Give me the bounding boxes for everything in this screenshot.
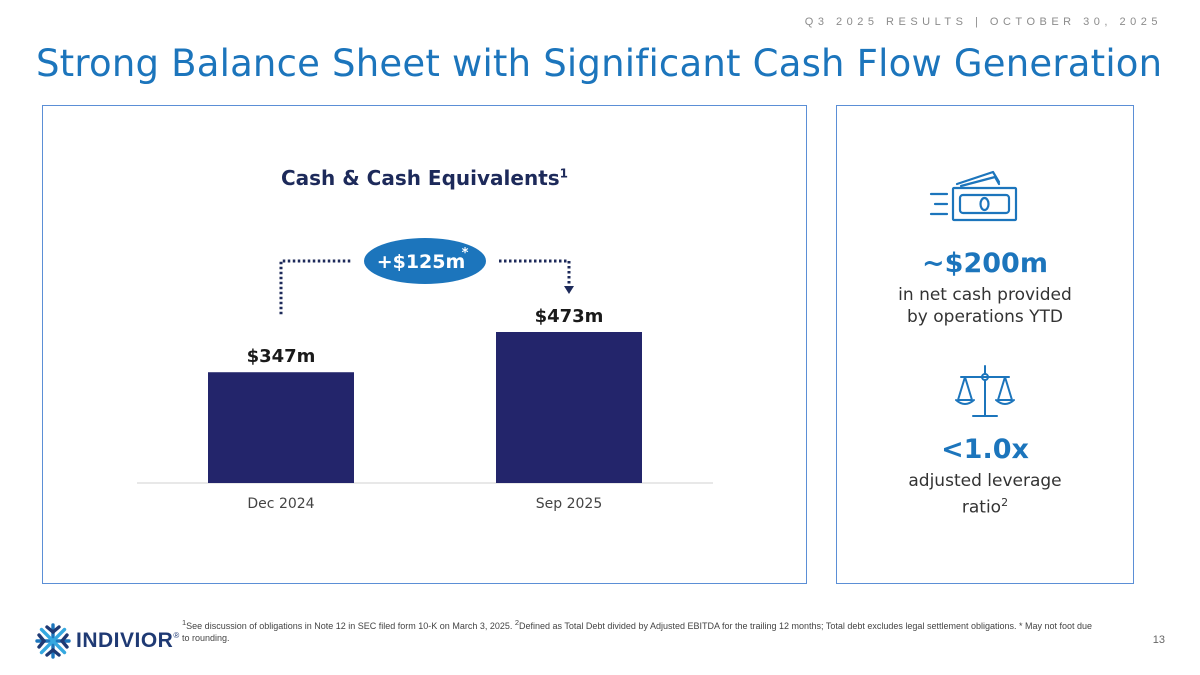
annotation-connector-right (499, 259, 571, 286)
x-tick-label-0: Dec 2024 (247, 496, 314, 512)
change-badge-label: +$125m (377, 251, 466, 273)
stat-leverage-desc: adjusted leverage ratio2 (908, 471, 1062, 518)
footnote: 1See discussion of obligations in Note 1… (182, 618, 1093, 643)
stat-leverage-value: <1.0x (941, 434, 1029, 465)
annotation-connector-left (279, 259, 351, 315)
data-label-0: $347m (247, 346, 316, 367)
header-tag: Q3 2025 RESULTS | OCTOBER 30, 2025 (804, 16, 1162, 28)
bar-chart: $347m Dec 2024 $473m Sep 2025 +$125m* (137, 238, 713, 512)
chart-title: Cash & Cash Equivalents1 (280, 166, 569, 190)
stat-net-cash-desc: in net cash provided by operations YTD (898, 285, 1072, 327)
bar-0 (208, 372, 354, 483)
side-panel: ~$200m in net cash provided by operation… (836, 105, 1134, 584)
page-number: 13 (1152, 634, 1165, 646)
stat-net-cash-value: ~$200m (922, 248, 1048, 279)
logo-mark-icon (35, 623, 71, 659)
x-tick-label-1: Sep 2025 (536, 496, 602, 512)
change-badge (364, 238, 486, 284)
indivior-logo: INDIVIOR ® (34, 622, 179, 660)
cash-icon (929, 170, 1018, 222)
annotation-arrowhead (564, 286, 574, 294)
data-label-1: $473m (535, 306, 604, 327)
change-badge-superscript: * (462, 246, 469, 261)
chart-panel: Cash & Cash Equivalents1 $347m Dec 2024 $4… (42, 105, 807, 584)
scales-icon (955, 365, 1015, 417)
page-title: Strong Balance Sheet with Significant Ca… (36, 42, 1163, 85)
bar-1 (496, 332, 642, 483)
